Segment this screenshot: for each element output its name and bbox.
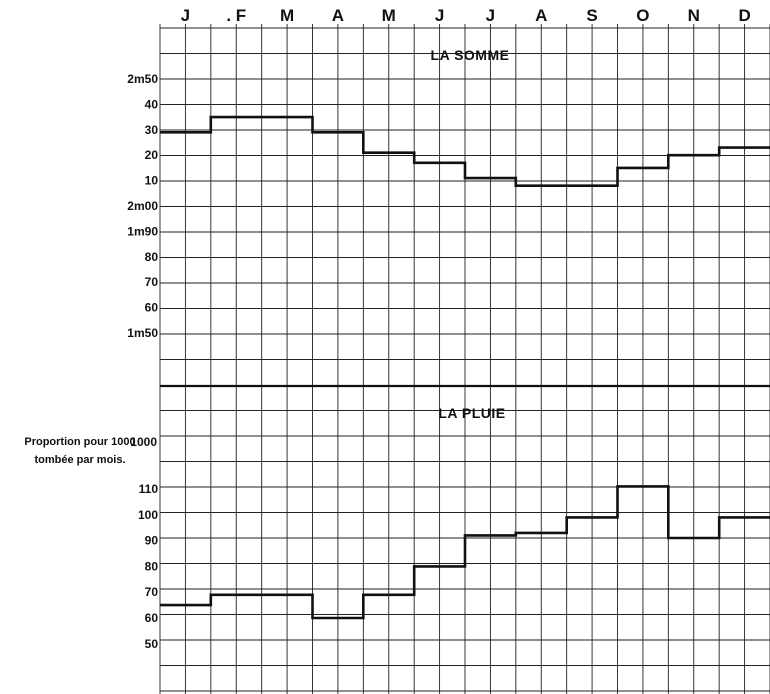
month-label: M [382, 6, 396, 25]
somme-y-tick: 1m50 [127, 326, 158, 340]
pluie-y-tick: 100 [138, 508, 158, 522]
pluie-y-tick: 110 [139, 482, 159, 496]
somme-y-tick: 40 [145, 97, 159, 111]
somme-y-ticks: 2m50 40 30 20 10 2m00 1m90 80 70 60 1m50 [127, 72, 158, 340]
somme-y-tick: 30 [145, 123, 159, 137]
month-labels: J . F M A M J J A S O N D [181, 6, 751, 25]
pluie-y-ticks: 1000 110 100 90 80 70 60 50 [130, 435, 158, 651]
pluie-y-tick: 80 [145, 559, 159, 573]
pluie-y-tick: 1000 [130, 435, 157, 449]
chart-grid [159, 24, 770, 694]
pluie-series-line [160, 485, 770, 620]
pluie-title: LA PLUIE [438, 405, 505, 421]
pluie-y-tick: 60 [145, 611, 159, 625]
somme-y-tick: 60 [145, 301, 159, 315]
somme-title: LA SOMME [431, 47, 510, 63]
somme-y-tick: 10 [145, 174, 159, 188]
month-label: D [738, 6, 750, 25]
pluie-y-tick: 70 [145, 585, 159, 599]
somme-y-tick: 2m50 [127, 72, 158, 86]
somme-y-tick: 20 [145, 148, 159, 162]
month-label: S [586, 6, 597, 25]
month-label: J [435, 6, 444, 25]
pluie-ylabel-line-2: tombée par mois. [34, 454, 125, 466]
month-label: O [636, 6, 649, 25]
month-label: A [332, 6, 344, 25]
pluie-y-tick: 50 [145, 637, 159, 651]
somme-series-line [160, 115, 770, 187]
month-label: J [486, 6, 495, 25]
month-label: J [181, 6, 190, 25]
month-label: . F [226, 6, 246, 25]
somme-y-tick: 80 [145, 250, 159, 264]
somme-y-tick: 2m00 [127, 199, 158, 213]
somme-y-tick: 70 [145, 275, 159, 289]
pluie-panel: LA PLUIE Proportion pour 1000 tombée par… [24, 405, 770, 651]
somme-panel: LA SOMME 2m50 40 30 20 10 2m00 1m90 80 70 60 1m50 [127, 47, 770, 340]
pluie-y-tick: 90 [145, 534, 159, 548]
pluie-ylabel-line-1: Proportion pour 1000 [24, 436, 135, 448]
somme-y-tick: 1m90 [127, 224, 158, 238]
month-label: N [688, 6, 700, 25]
month-label: M [280, 6, 294, 25]
month-label: A [535, 6, 547, 25]
